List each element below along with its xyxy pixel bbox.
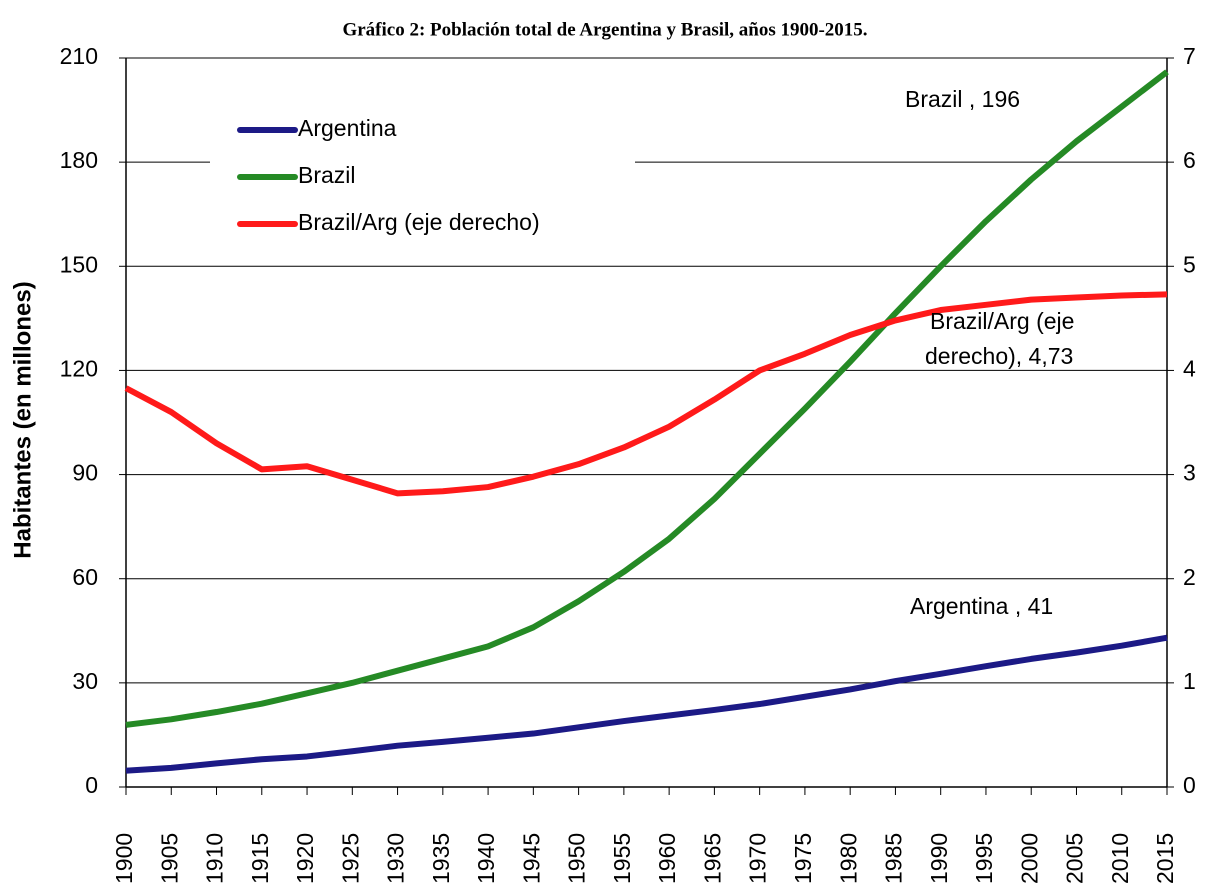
series-line bbox=[125, 69, 1169, 728]
x-tick-label: 1915 bbox=[247, 833, 273, 884]
x-tick-label: 2000 bbox=[1016, 833, 1042, 884]
legend-label: Brazil/Arg (eje derecho) bbox=[298, 209, 540, 235]
x-tick-label: 1900 bbox=[111, 833, 137, 884]
y2-tick-label: 5 bbox=[1183, 251, 1196, 277]
y2-tick-label: 1 bbox=[1183, 668, 1196, 694]
series-line bbox=[124, 291, 1168, 497]
y2-tick-label: 3 bbox=[1183, 460, 1196, 486]
x-tick-label: 1935 bbox=[428, 833, 454, 884]
y-tick-label: 90 bbox=[72, 460, 98, 486]
x-tick-label: 1945 bbox=[518, 833, 544, 884]
series-line bbox=[125, 634, 1168, 774]
x-tick-label: 1965 bbox=[699, 833, 725, 884]
y-tick-label: 150 bbox=[60, 251, 98, 277]
y-tick-label: 60 bbox=[72, 564, 98, 590]
x-tick-label: 1985 bbox=[881, 833, 907, 884]
annotation: Argentina , 41 bbox=[910, 593, 1053, 619]
y-tick-label: 120 bbox=[60, 356, 98, 382]
legend-label: Brazil bbox=[298, 162, 356, 188]
chart-title: Gráfico 2: Población total de Argentina … bbox=[342, 19, 867, 40]
x-tick-label: 1955 bbox=[609, 833, 635, 884]
y2-tick-label: 6 bbox=[1183, 147, 1196, 173]
x-tick-label: 1970 bbox=[745, 833, 771, 884]
y2-tick-label: 4 bbox=[1183, 356, 1196, 382]
y2-tick-label: 2 bbox=[1183, 564, 1196, 590]
x-tick-label: 1950 bbox=[564, 833, 590, 884]
x-tick-label: 2010 bbox=[1107, 833, 1133, 884]
y-tick-label: 180 bbox=[60, 147, 98, 173]
annotation: derecho), 4,73 bbox=[925, 343, 1073, 369]
y2-tick-label: 0 bbox=[1183, 772, 1196, 798]
annotation: Brazil , 196 bbox=[905, 86, 1020, 112]
x-tick-label: 1975 bbox=[790, 833, 816, 884]
x-tick-label: 2005 bbox=[1062, 833, 1088, 884]
y2-tick-label: 7 bbox=[1183, 43, 1196, 69]
x-tick-label: 1905 bbox=[156, 833, 182, 884]
x-tick-label: 1910 bbox=[202, 833, 228, 884]
x-tick-label: 1980 bbox=[835, 833, 861, 884]
x-tick-label: 1995 bbox=[971, 833, 997, 884]
y-tick-label: 0 bbox=[85, 772, 98, 798]
legend-label: Argentina bbox=[298, 115, 397, 141]
x-tick-label: 1920 bbox=[292, 833, 318, 884]
x-tick-label: 1960 bbox=[654, 833, 680, 884]
annotation: Brazil/Arg (eje bbox=[930, 308, 1074, 334]
x-tick-label: 2015 bbox=[1152, 833, 1178, 884]
x-tick-label: 1925 bbox=[337, 833, 363, 884]
x-tick-label: 1930 bbox=[383, 833, 409, 884]
x-tick-label: 1990 bbox=[926, 833, 952, 884]
y-tick-label: 210 bbox=[60, 43, 98, 69]
y-axis-label: Habitantes (en millones) bbox=[9, 281, 36, 558]
y-tick-label: 30 bbox=[72, 668, 98, 694]
x-tick-label: 1940 bbox=[473, 833, 499, 884]
